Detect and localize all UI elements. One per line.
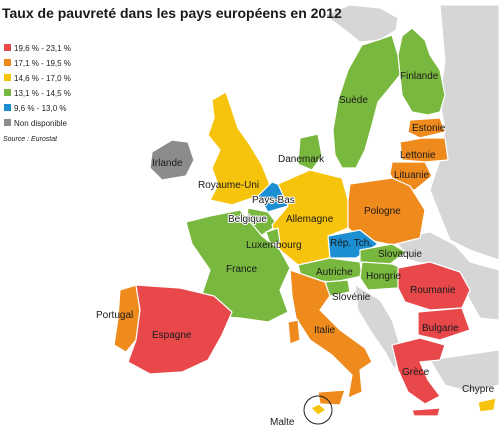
legend-swatch-2 [4,59,11,66]
label-lettonie: Lettonie [400,150,436,161]
map-title: Taux de pauvreté dans les pays européens… [2,5,342,21]
country-suede[interactable] [332,34,401,169]
legend-label-2: 17,1 % - 19,5 % [14,59,71,68]
legend-swatch-1 [4,44,11,51]
label-luxembourg: Luxembourg [246,240,302,251]
legend-swatch-3 [4,74,11,81]
label-slovenie: Slovénie [332,292,371,303]
label-grece: Grèce [402,367,430,378]
label-finlande: Finlande [400,71,439,82]
country-pologne[interactable] [347,177,426,246]
label-france: France [226,264,258,275]
legend-label-6: Non disponible [14,119,67,128]
country-bulgarie[interactable] [417,307,471,341]
label-danemark: Danemark [278,154,325,165]
non-eu-land [297,4,499,393]
country-crete[interactable] [411,407,441,417]
label-autriche: Autriche [316,267,353,278]
countries [113,27,497,425]
label-portugal: Portugal [96,310,133,321]
country-france[interactable] [185,209,291,323]
legend-swatch-4 [4,89,11,96]
country-grece[interactable] [391,337,446,405]
malte-outline-circle [303,395,333,425]
legend-swatch-5 [4,104,11,111]
country-estonie[interactable] [407,117,446,139]
label-chypre: Chypre [462,384,495,395]
legend-label-1: 19,6 % - 23,1 % [14,44,71,53]
label-royaume-uni: Royaume-Uni [198,180,259,191]
label-pays-bas: Pays-Bas [252,195,295,206]
country-royaume-uni[interactable] [207,91,271,206]
legend-label-5: 9,6 % - 13,0 % [14,104,66,113]
label-slovaquie: Slovaquie [378,249,422,260]
country-malte[interactable] [310,403,327,416]
label-irlande: Irlande [152,158,183,169]
label-belgique: Belgique [228,214,267,225]
country-irlande[interactable] [149,139,195,181]
label-allemagne: Allemagne [286,214,334,225]
label-pologne: Pologne [364,206,401,217]
source-note: Source : Eurostat [3,136,58,143]
legend-label-4: 13,1 % - 14,5 % [14,89,71,98]
country-labels: Finlande Suède Estonie Lettonie Lituanie… [96,71,495,428]
country-italie[interactable] [289,269,373,399]
label-estonie: Estonie [412,123,446,134]
label-suede: Suède [339,95,368,106]
label-rep-tch: Rép. Tch. [330,238,372,249]
label-roumanie: Roumanie [410,285,456,296]
country-luxembourg[interactable] [265,227,281,245]
country-danemark[interactable] [297,133,323,171]
label-hongrie: Hongrie [366,271,401,282]
country-chypre[interactable] [477,397,497,413]
label-espagne: Espagne [152,330,192,341]
country-lettonie[interactable] [399,137,449,163]
legend-label-3: 14,6 % - 17,0 % [14,74,71,83]
label-bulgarie: Bulgarie [422,323,459,334]
country-slovaquie[interactable] [359,243,407,265]
country-sardaigne[interactable] [287,319,301,345]
legend: 19,6 % - 23,1 % 17,1 % - 19,5 % 14,6 % -… [3,44,71,143]
label-italie: Italie [314,325,336,336]
country-sicile[interactable] [317,389,346,406]
legend-swatch-6 [4,119,11,126]
label-malte: Malte [270,417,295,428]
label-lituanie: Lituanie [394,170,429,181]
country-espagne[interactable] [127,284,233,375]
